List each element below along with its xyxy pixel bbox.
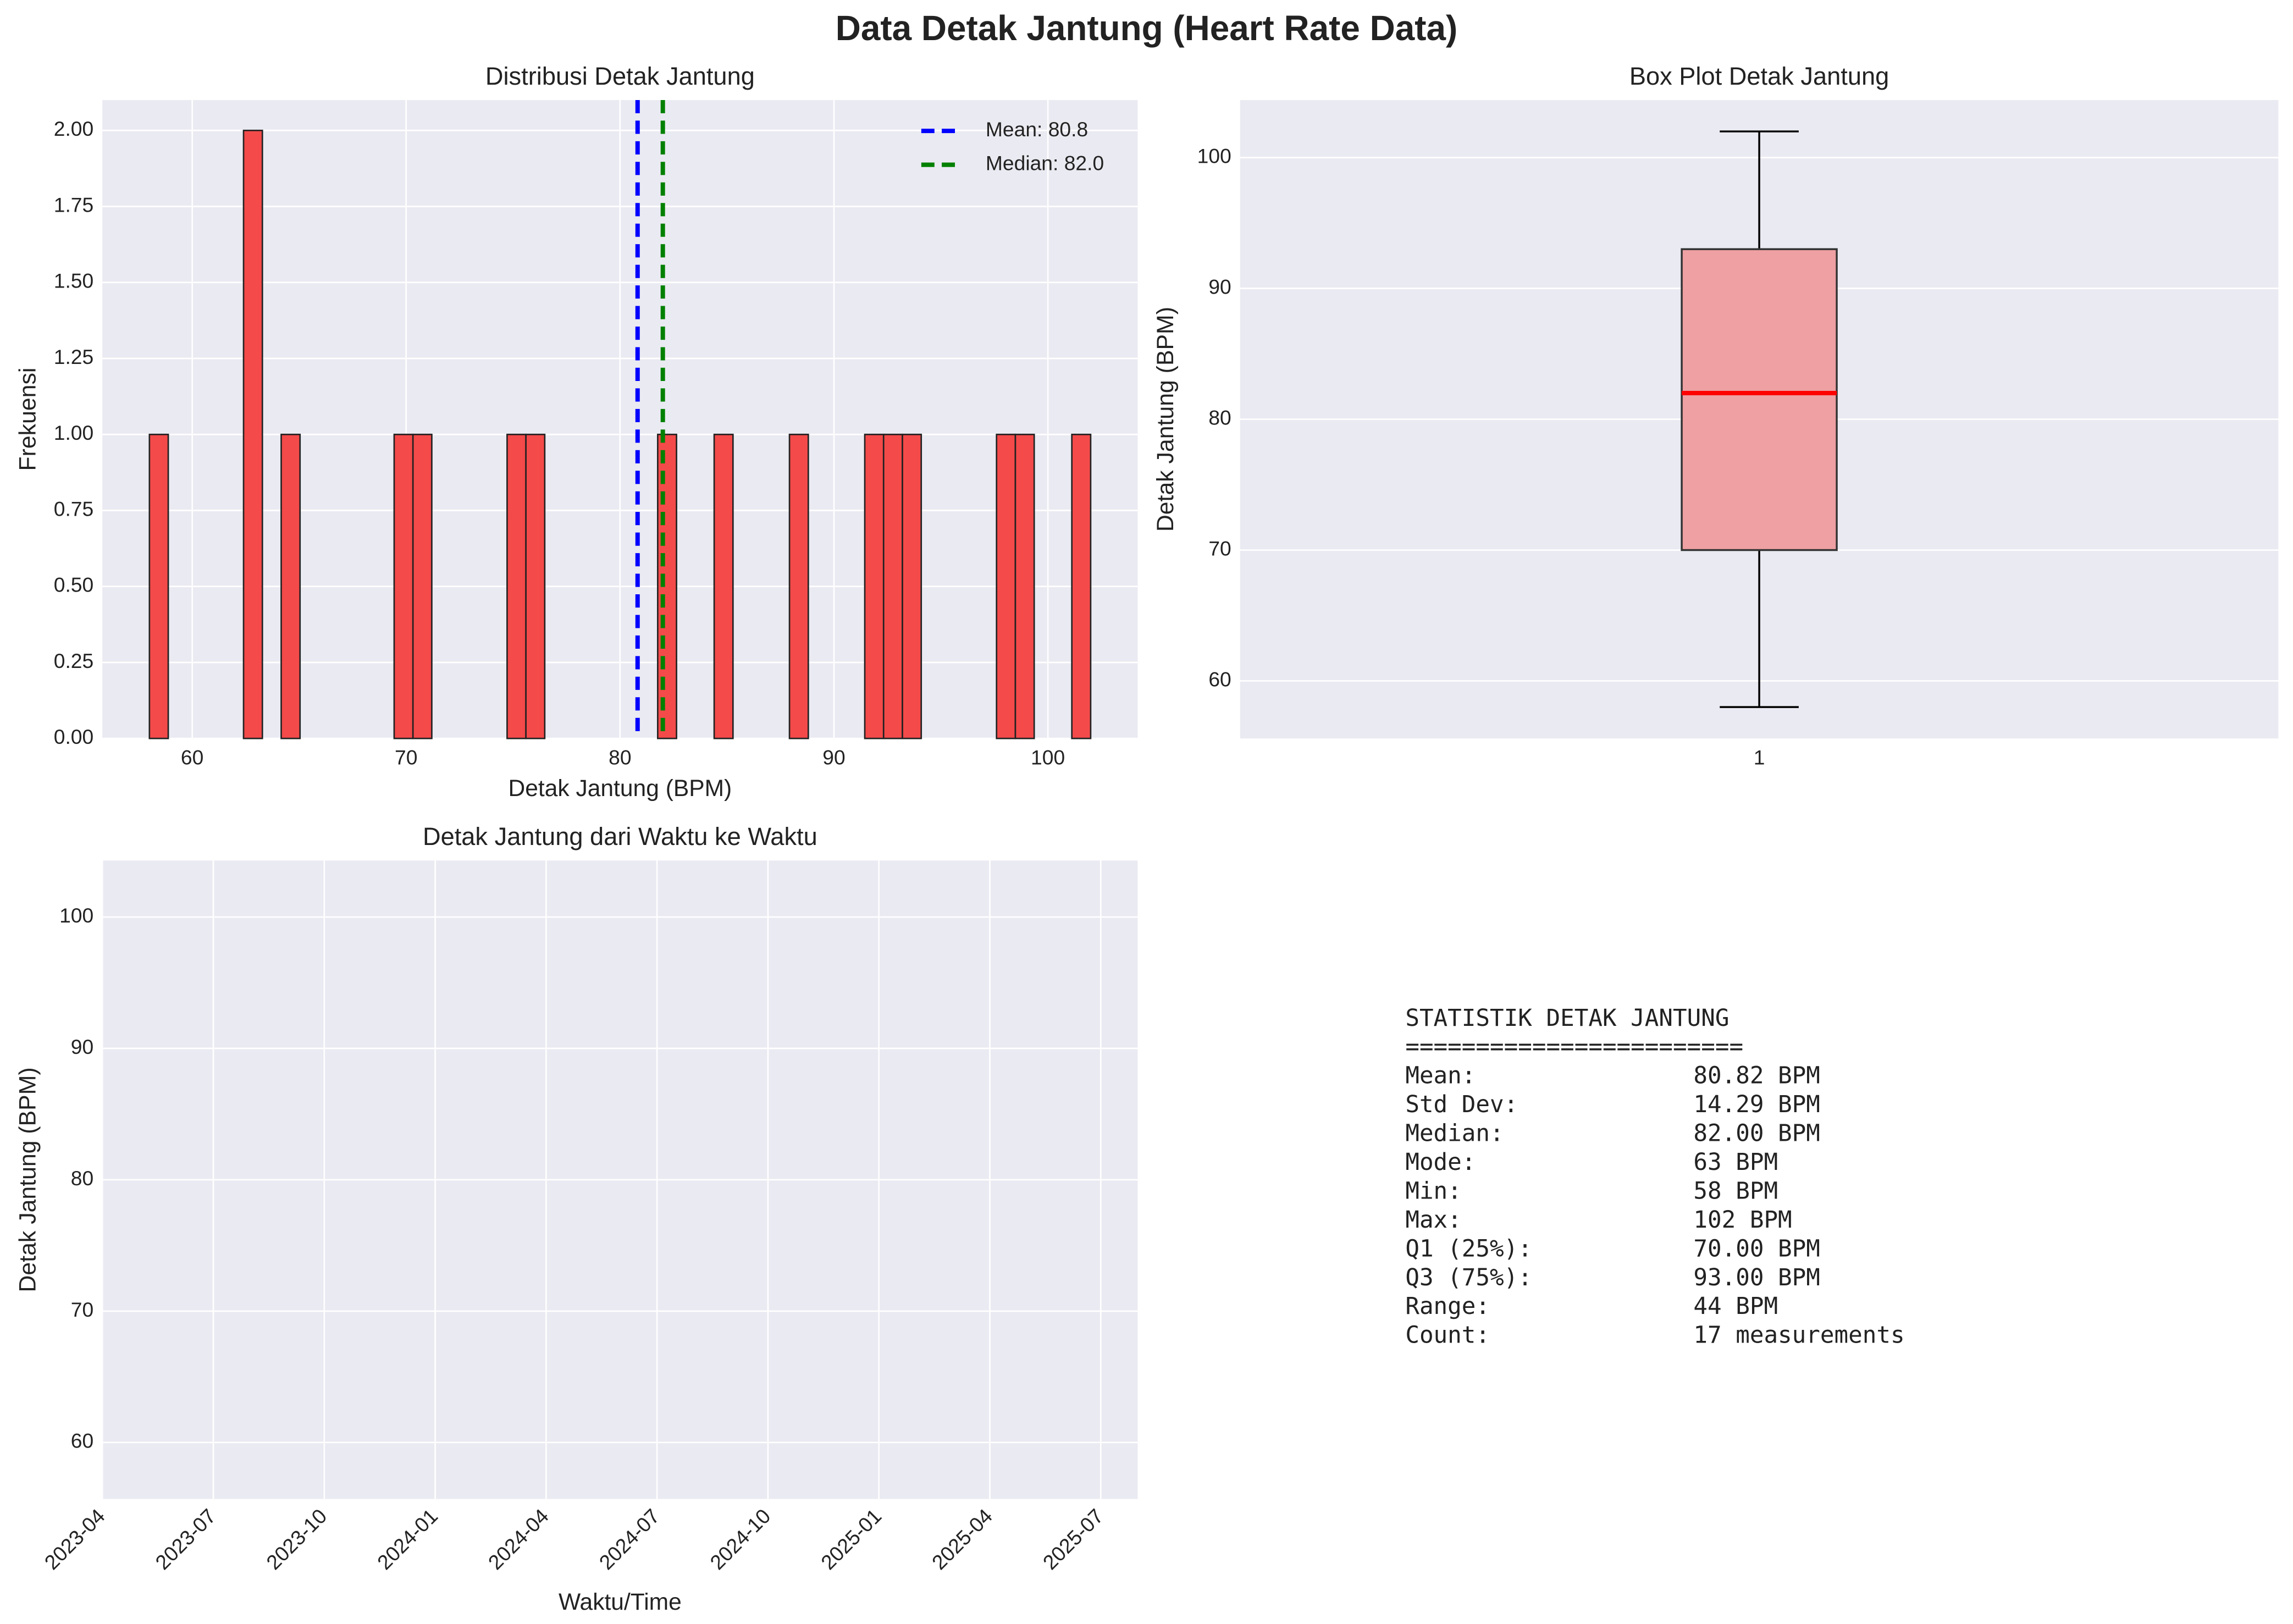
stats-label: Count: <box>1405 1322 1490 1349</box>
y-tick-label: 70 <box>1208 537 1231 560</box>
x-tick-label: 1 <box>1754 745 1765 769</box>
stats-label: Std Dev: <box>1405 1091 1518 1118</box>
stats-value: 44 BPM <box>1693 1292 1778 1320</box>
y-tick-label: 2.00 <box>54 117 93 140</box>
x-tick-label: 60 <box>181 745 203 769</box>
stats-label: Median: <box>1405 1119 1504 1147</box>
subplot-title: Box Plot Detak Jantung <box>1629 62 1889 90</box>
x-tick-label: 80 <box>609 745 631 769</box>
bar <box>242 129 263 739</box>
stats-label: Max: <box>1405 1206 1461 1234</box>
stats-value: 17 measurements <box>1693 1322 1904 1349</box>
bar <box>902 433 922 739</box>
stats-value: 58 BPM <box>1693 1177 1778 1205</box>
y-tick-label: 60 <box>71 1429 93 1452</box>
stats-label: Q1 (25%): <box>1405 1235 1532 1262</box>
bar <box>996 433 1016 739</box>
subplot-title: Distribusi Detak Jantung <box>485 62 755 90</box>
stats-value: 93.00 BPM <box>1693 1264 1820 1291</box>
y-axis-label: Detak Jantung (BPM) <box>15 1067 41 1292</box>
stats-label: Mode: <box>1405 1148 1476 1176</box>
y-tick-label: 60 <box>1208 667 1231 691</box>
stats-separator: ======================== <box>1405 1033 1743 1060</box>
x-axis-label: Detak Jantung (BPM) <box>509 775 732 802</box>
bar <box>525 433 546 739</box>
stats-title: STATISTIK DETAK JANTUNG <box>1405 1004 1729 1032</box>
x-axis-label: Waktu/Time <box>559 1589 682 1615</box>
y-tick-label: 90 <box>1208 275 1231 298</box>
bar <box>713 433 734 739</box>
y-tick-label: 1.50 <box>54 269 93 292</box>
x-tick-label: 100 <box>1031 745 1065 769</box>
y-tick-label: 80 <box>1208 406 1231 429</box>
y-tick-label: 0.00 <box>54 725 93 748</box>
y-tick-label: 90 <box>71 1035 93 1058</box>
stats-value: 102 BPM <box>1693 1206 1792 1234</box>
bar <box>148 433 169 739</box>
stats-value: 80.82 BPM <box>1693 1062 1820 1090</box>
bar <box>506 433 527 739</box>
y-axis-label: Frekuensi <box>15 368 41 471</box>
y-tick-label: 100 <box>59 904 93 927</box>
stats-value: 14.29 BPM <box>1693 1091 1820 1118</box>
y-tick-label: 0.75 <box>54 497 93 520</box>
y-tick-label: 100 <box>1197 144 1231 167</box>
bar <box>864 433 885 739</box>
stats-value: 82.00 BPM <box>1693 1119 1820 1147</box>
bar <box>393 433 414 739</box>
box <box>1681 248 1838 551</box>
bar <box>657 433 677 739</box>
y-axis-label: Detak Jantung (BPM) <box>1152 307 1179 532</box>
bar <box>280 433 301 739</box>
legend-label: Mean: 80.8 <box>986 118 1088 141</box>
y-tick-label: 1.75 <box>54 193 93 216</box>
y-tick-label: 1.00 <box>54 421 93 444</box>
stats-label: Range: <box>1405 1292 1490 1320</box>
bar <box>788 433 809 739</box>
stats-value: 63 BPM <box>1693 1148 1778 1176</box>
subplot-title: Detak Jantung dari Waktu ke Waktu <box>423 822 817 850</box>
y-tick-label: 1.25 <box>54 345 93 368</box>
bar <box>1071 433 1092 739</box>
stats-value: 70.00 BPM <box>1693 1235 1820 1262</box>
legend-label: Median: 82.0 <box>986 151 1104 174</box>
bar <box>882 433 903 739</box>
bar <box>412 433 433 739</box>
figure-title: Data Detak Jantung (Heart Rate Data) <box>836 8 1457 48</box>
stats-label: Min: <box>1405 1177 1461 1205</box>
y-tick-label: 0.50 <box>54 573 93 596</box>
y-tick-label: 80 <box>71 1167 93 1190</box>
stats-label: Q3 (75%): <box>1405 1264 1532 1291</box>
stats-label: Mean: <box>1405 1062 1476 1090</box>
bar <box>1014 433 1035 739</box>
y-tick-label: 0.25 <box>54 649 93 672</box>
x-tick-label: 90 <box>822 745 845 769</box>
x-tick-label: 70 <box>395 745 417 769</box>
y-tick-label: 70 <box>71 1298 93 1321</box>
